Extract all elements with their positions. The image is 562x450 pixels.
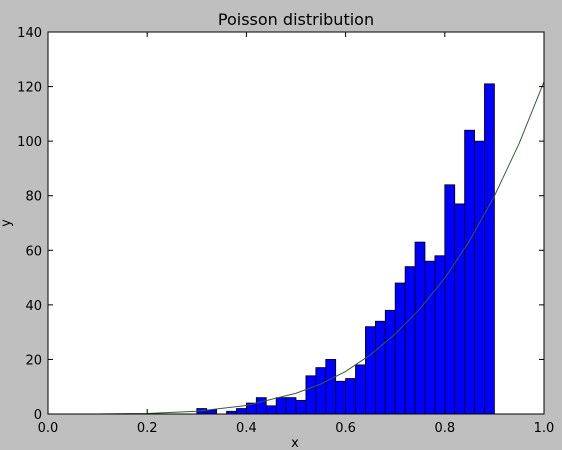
x-axis-label: x [291,436,299,450]
histogram-bar [335,380,346,415]
histogram-bar [484,83,495,415]
y-tick-label: 60 [25,244,42,259]
histogram-bar [345,378,356,415]
y-axis-ticks: 0 20 40 60 80 100 120 140 [17,26,544,423]
y-tick-label: 80 [25,190,42,205]
y-tick-label: 0 [34,408,42,423]
x-tick-label: 0.0 [38,421,59,436]
histogram-bar [285,397,297,415]
x-tick-label: 0.8 [434,421,455,436]
y-tick-label: 40 [25,299,42,314]
fit-curve [47,81,545,415]
histogram-bar [464,129,475,415]
histogram-bar [474,140,485,415]
histogram-bar [454,203,466,415]
x-tick-label: 1.0 [534,421,555,436]
histogram-bar [255,397,267,415]
histogram-bar [365,326,376,415]
x-tick-label: 0.4 [236,421,257,436]
histogram-bar [265,405,277,415]
histogram-bar [275,397,287,415]
histogram-bar [236,408,247,415]
histogram-bar [444,184,456,415]
histogram-bar [404,266,416,415]
histogram-bar [325,359,337,415]
histogram-bar [394,282,406,415]
histogram-bar [305,375,317,415]
histogram-bar [384,309,396,415]
plot-frame [47,31,545,415]
y-axis-label: y [0,219,14,227]
x-tick-label: 0.6 [335,421,356,436]
y-tick-label: 20 [25,353,42,368]
x-tick-label: 0.2 [137,421,158,436]
histogram-bars [196,83,495,415]
histogram-bar [355,364,366,415]
x-axis-ticks: 0.0 0.2 0.4 0.6 0.8 1.0 [38,32,555,436]
histogram-bar [374,320,386,415]
y-tick-label: 120 [17,81,42,96]
y-tick-label: 100 [17,135,42,150]
histogram-bar [424,260,436,415]
histogram-bar [206,409,218,415]
y-tick-label: 140 [17,26,42,41]
histogram-bar [414,241,426,415]
histogram-bar [315,367,327,415]
histogram-bar [295,399,307,415]
chart-title: Poisson distribution [218,10,374,29]
